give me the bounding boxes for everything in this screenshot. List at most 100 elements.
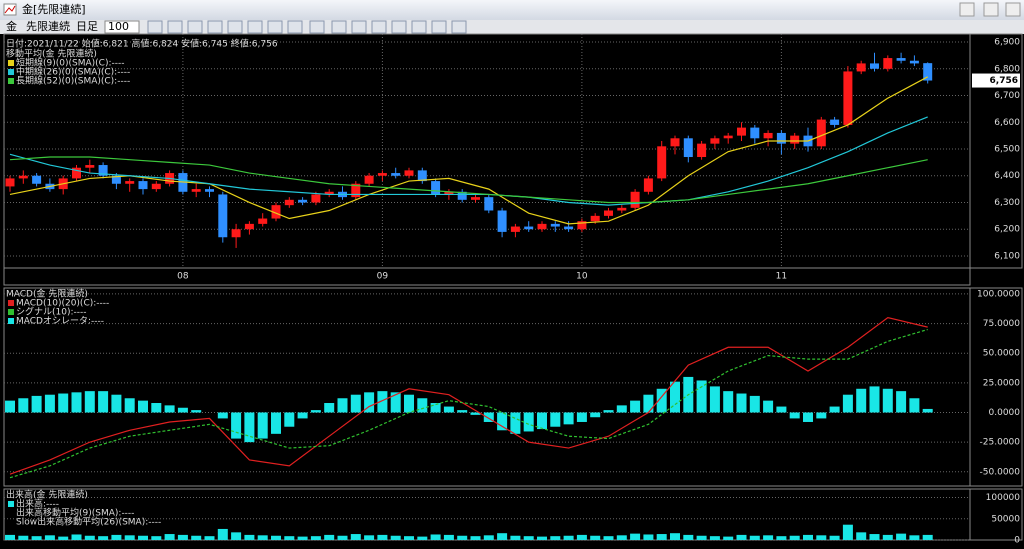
tool-button[interactable] [391,20,407,34]
volume-bar [630,533,641,540]
candle-body [643,178,653,192]
candle-body [843,71,853,125]
candle-body [391,173,401,176]
candle-body [471,197,480,200]
oscillator-bar [18,398,29,413]
indicator-line [9,328,928,479]
tool-button[interactable] [411,20,427,34]
tool-button[interactable] [331,20,347,34]
candle-body [883,58,893,69]
oscillator-bar [550,412,561,427]
contract[interactable]: 先限連続 [26,19,70,33]
volume-bar [231,532,242,540]
candle-body [298,199,308,203]
volume-bar [922,534,933,540]
volume-bar [896,533,907,540]
oscillator-bar [882,388,893,413]
oscillator-bar [71,392,82,413]
volume-bar [310,536,321,540]
minimize-button[interactable] [959,2,975,17]
volume-bar [616,535,627,540]
volume-bar [217,528,228,540]
volume-bar [856,532,867,540]
tool-button[interactable] [351,20,367,34]
candle-body [763,132,773,139]
oscillator-bar [789,412,800,419]
volume-bar [244,534,255,540]
oscillator-bar [58,393,69,413]
oscillator-bar [271,412,281,434]
y-tick-label: 0 [1014,536,1020,546]
y-tick-label: 50.0000 [983,349,1020,359]
oscillator-bar [510,412,521,434]
legend-entry: 中期線(26)(0)(SMA)(C):---- [16,66,130,78]
volume-bar [816,535,827,540]
period[interactable]: 日足 [76,20,98,33]
oscillator-bar [430,403,441,413]
tool-button[interactable] [187,20,203,34]
candle-body [909,60,919,64]
oscillator-bar [191,410,202,413]
volume-bar [111,534,122,540]
volume-bar [882,534,893,540]
legend-swatch [8,318,14,324]
candle-body [258,218,268,224]
volume-bar [98,536,109,540]
tool-button[interactable] [371,20,387,34]
oscillator-bar [803,412,813,422]
tool-button[interactable] [267,20,283,34]
volume-bar [643,534,654,540]
candle-body [284,199,294,206]
tool-button[interactable] [451,20,467,34]
tool-button[interactable] [431,20,447,34]
oscillator-bar [217,412,228,419]
count[interactable]: 100 [108,20,129,33]
volume-bar [483,535,494,540]
maximize-button[interactable] [983,2,999,17]
volume-bar [31,536,42,540]
volume-bar [842,524,853,540]
volume-bar [164,534,175,540]
volume-bar [670,533,680,540]
oscillator-bar [31,395,42,413]
price-info: 日付:2021/11/22 始値:6,821 高値:6,824 安値:6,745… [6,38,278,50]
volume-bar [71,534,82,540]
count-box[interactable] [104,20,140,34]
candle-body [72,167,81,179]
tool-button[interactable] [207,20,223,34]
legend-swatch [8,60,14,66]
symbol[interactable]: 金 [6,19,17,33]
tool-button[interactable] [287,20,303,34]
oscillator-bar [98,391,109,413]
candle-body [617,207,627,211]
oscillator-bar [723,391,734,413]
y-tick-label: 6,400 [994,171,1020,181]
app-icon-line [4,5,16,14]
legend-title: 移動平均(金 先限連続) [6,48,97,60]
legend-swatch [8,309,14,315]
candle-body [830,119,840,125]
legend-swatch [8,501,14,507]
tool-button[interactable] [167,20,183,34]
close-button[interactable] [1005,2,1021,17]
oscillator-bar [483,412,494,422]
tool-button[interactable] [147,20,163,34]
candle-body [816,119,826,147]
volume-bar [576,534,587,540]
tool-button[interactable] [247,20,263,34]
volume-bar [909,535,920,540]
candle-body [324,191,334,195]
window-buttons[interactable] [959,2,1021,17]
tool-button[interactable] [309,20,325,34]
volume-bar [749,535,760,540]
legend-entry: 長期線(52)(0)(SMA)(C):---- [16,75,130,87]
oscillator-bar [829,406,840,413]
candle-body [630,191,640,208]
volume-bar [204,536,215,540]
oscillator-bar [5,400,15,413]
x-tick-label: 10 [576,272,588,282]
y-tick-label: 6,600 [994,118,1020,128]
tool-button[interactable] [227,20,243,34]
volume-bar [271,535,281,540]
